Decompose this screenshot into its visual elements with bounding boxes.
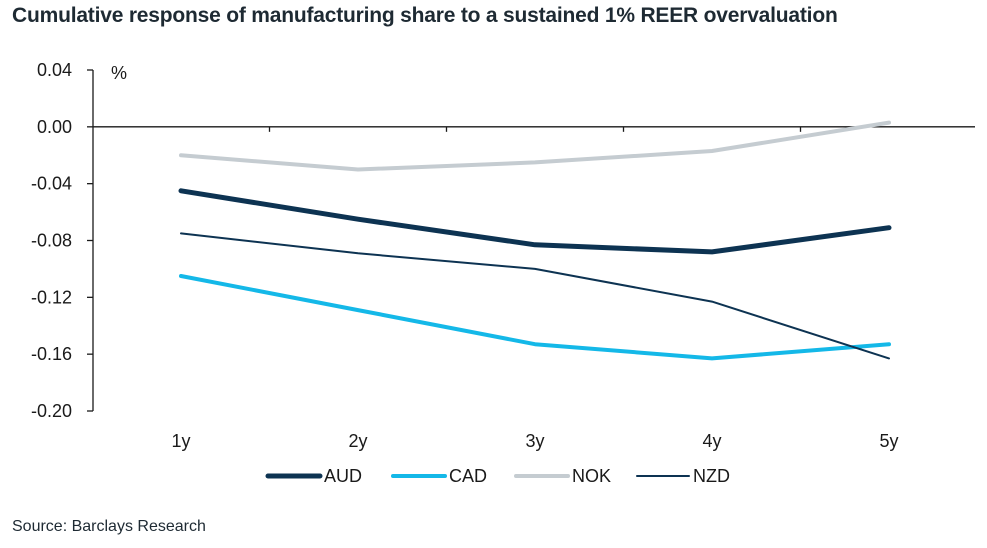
y-tick-label: 0.04	[37, 60, 72, 80]
series-line-nzd	[180, 232, 890, 360]
chart-title: Cumulative response of manufacturing sha…	[12, 4, 838, 27]
y-tick-label: -0.16	[31, 344, 72, 364]
chart-legend: AUD CAD NOK NZD	[265, 466, 730, 486]
legend-label-aud: AUD	[324, 466, 362, 486]
x-tick-label: 5y	[879, 431, 898, 451]
legend-label-cad: CAD	[449, 466, 487, 486]
y-axis-unit-label: %	[111, 63, 127, 83]
y-tick-label: -0.20	[31, 401, 72, 421]
y-tick-label: 0.00	[37, 117, 72, 137]
chart-series	[178, 120, 892, 361]
series-line-aud	[178, 188, 892, 255]
chart-axes: 0.04 0.00 -0.04 -0.08 -0.12 -0.16 -0.20% 1y 2y 3y…	[31, 60, 975, 451]
x-tick-label: 3y	[525, 431, 544, 451]
y-tick-label: -0.08	[31, 231, 72, 251]
legend-label-nok: NOK	[572, 466, 611, 486]
series-line-cad	[179, 274, 891, 361]
series-line-nok	[179, 120, 891, 172]
legend-label-nzd: NZD	[693, 466, 730, 486]
source-note: Source: Barclays Research	[12, 518, 206, 535]
y-tick-label: -0.12	[31, 287, 72, 307]
x-tick-label: 1y	[171, 431, 190, 451]
y-tick-label: -0.04	[31, 174, 72, 194]
x-tick-label: 2y	[348, 431, 367, 451]
x-tick-label: 4y	[702, 431, 721, 451]
